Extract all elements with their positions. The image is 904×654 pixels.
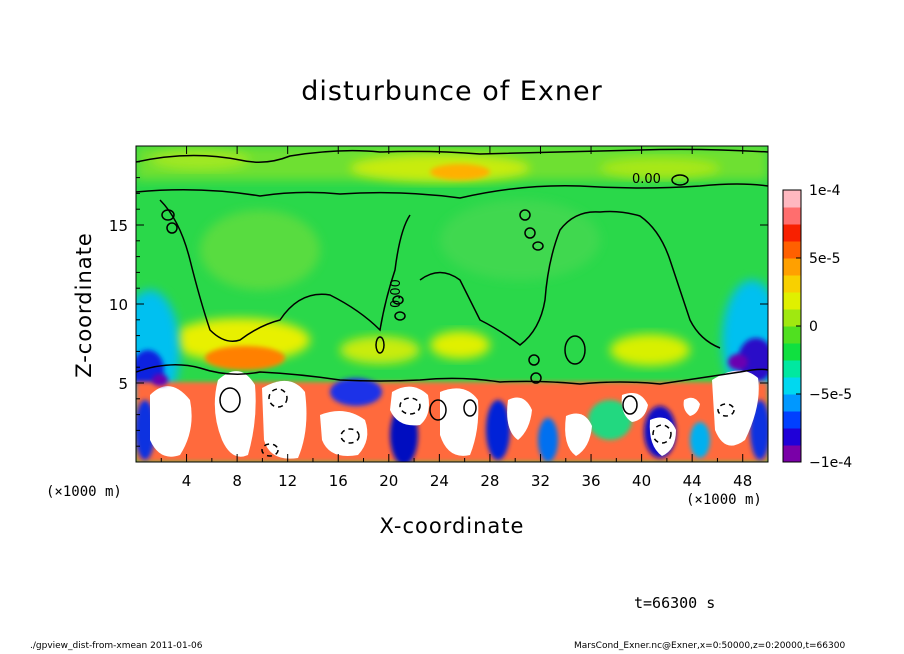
x-tick-label: 28 [480, 472, 499, 490]
x-tick-label: 24 [430, 472, 449, 490]
x-tick-label: 32 [531, 472, 550, 490]
x-unit-label-right: (×1000 m) [686, 492, 762, 508]
x-axis-label: X-coordinate [379, 514, 525, 538]
colorbar-tick-label: −1e-4 [809, 455, 852, 471]
x-tick-label: 20 [379, 472, 398, 490]
y-axis-ticks: 5 10 15 [109, 161, 768, 447]
footer-script-label: ./gpview_dist-from-xmean 2011-01-06 [30, 641, 203, 651]
colorbar-tick-label: 5e-5 [809, 251, 840, 267]
colorbar-tick-label: 1e-4 [809, 183, 841, 199]
y-tick-label: 10 [109, 296, 128, 314]
colorbar-swatch [783, 241, 801, 259]
chart-title: disturbunce of Exner [301, 76, 603, 107]
colorbar-swatch [783, 445, 801, 463]
colorbar-swatch [783, 292, 801, 310]
colorbar-swatch [783, 428, 801, 446]
colorbar-swatch [783, 224, 801, 242]
colorbar-swatch [783, 258, 801, 276]
y-tick-label: 5 [118, 375, 128, 393]
zero-contours [136, 148, 768, 421]
dashed-contours [261, 388, 735, 457]
colorbar-swatch [783, 207, 801, 225]
colorbar-swatch [783, 343, 801, 361]
colorbar-swatch [783, 309, 801, 327]
x-tick-label: 4 [182, 472, 192, 490]
x-tick-label: 40 [632, 472, 651, 490]
contour-label: 0.00 [632, 172, 661, 187]
colorbar-swatch [783, 394, 801, 412]
x-tick-label: 44 [683, 472, 702, 490]
x-tick-label: 48 [733, 472, 752, 490]
colorbar-tick-label: 0 [809, 319, 818, 335]
footer-source-label: MarsCond_Exner.nc@Exner,x=0:50000,z=0:20… [574, 641, 846, 651]
x-tick-label: 16 [329, 472, 348, 490]
colorbar-swatch [783, 190, 801, 208]
x-tick-label: 12 [278, 472, 297, 490]
x-tick-label: 36 [581, 472, 600, 490]
colorbar-swatch [783, 275, 801, 293]
heatmap-field [136, 146, 768, 462]
colorbar-tick-label: −5e-5 [809, 387, 852, 403]
y-tick-label: 15 [109, 217, 128, 235]
x-axis-ticks: 4 8 12 16 20 24 28 32 36 40 44 48 [160, 146, 752, 490]
colorbar-swatch [783, 360, 801, 378]
colorbar-swatch [783, 377, 801, 395]
colorbar-swatch [783, 326, 801, 344]
contour-label: 0.00 [389, 279, 404, 308]
y-axis-label: Z-coordinate [72, 232, 96, 378]
x-unit-label-left: (×1000 m) [46, 484, 122, 500]
colorbar-swatch [783, 411, 801, 429]
colorbar: 1e-4 5e-5 0 −5e-5 −1e-4 [782, 183, 852, 471]
time-label: t=66300 s [634, 594, 716, 612]
x-tick-label: 8 [232, 472, 242, 490]
